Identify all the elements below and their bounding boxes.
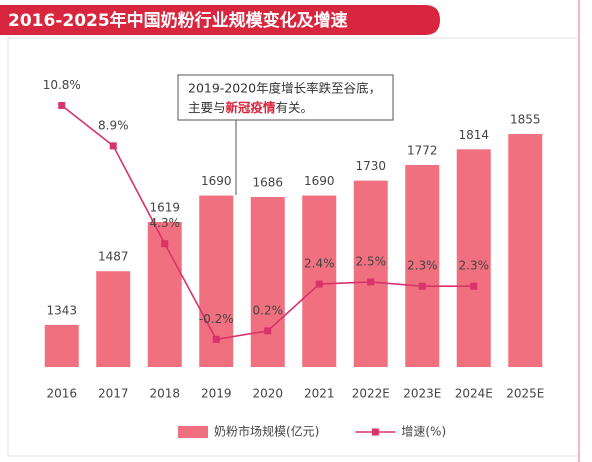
line-marker [315,280,323,288]
legend-label: 增速(%) [401,425,446,439]
line-marker [264,327,272,335]
title-banner [0,5,440,35]
bar-value-label: 1343 [46,303,77,317]
x-tick-label: 2021 [304,387,335,401]
x-tick-label: 2020 [252,387,283,401]
line-marker [109,142,117,150]
x-tick-label: 2017 [98,387,129,401]
bar-value-label: 1690 [201,174,232,188]
line-marker [418,282,426,290]
line-marker [470,282,478,290]
line-value-label: 2.4% [304,257,335,271]
line-marker [212,335,220,343]
annotation-box [177,74,394,121]
line-value-label: 2.3% [407,259,438,273]
annotation-text: 主要与新冠疫情有关。 [188,100,313,115]
annotation-text: 2019-2020年度增长率跌至谷底， [188,81,381,96]
line-value-label: 2.5% [356,254,387,268]
chart-title: 2016-2025年中国奶粉行业规模变化及增速 [8,10,348,31]
line-value-label: 10.8% [43,78,81,92]
bar-value-label: 1619 [149,201,180,215]
bar [456,149,491,367]
legend-marker [371,428,379,436]
bar [96,271,131,367]
line-marker [161,240,169,248]
bar-value-label: 1686 [252,176,283,190]
line-marker [58,102,66,110]
bar-value-label: 1814 [458,128,489,142]
x-tick-label: 2019 [201,387,232,401]
bar [250,197,285,367]
line-value-label: 8.9% [98,118,129,132]
x-tick-label: 2024E [455,387,493,401]
x-tick-label: 2023E [403,387,441,401]
bar [508,134,543,367]
bar-value-label: 1772 [407,143,438,157]
bar [405,164,440,367]
bar-value-label: 1855 [510,113,541,127]
legend-label: 奶粉市场规模(亿元) [214,424,319,439]
annotation-part: 有关。 [276,100,314,115]
annotation-part: 主要与 [188,100,226,115]
bar [353,180,388,367]
legend-swatch [178,426,208,438]
annotation-highlight: 新冠疫情 [226,100,277,115]
x-tick-label: 2018 [149,387,180,401]
x-tick-label: 2025E [506,387,544,401]
bar [44,324,79,367]
line-value-label: 2.3% [459,259,490,273]
bar-value-label: 1690 [304,174,335,188]
bar-value-label: 1487 [98,250,129,264]
bar-value-label: 1730 [355,159,386,173]
line-marker [367,278,375,286]
line-value-label: 0.2% [253,303,284,317]
line-value-label: -0.2% [199,312,234,326]
x-tick-label: 2022E [352,387,390,401]
line-value-label: 4.3% [150,216,181,230]
x-tick-label: 2016 [46,387,77,401]
